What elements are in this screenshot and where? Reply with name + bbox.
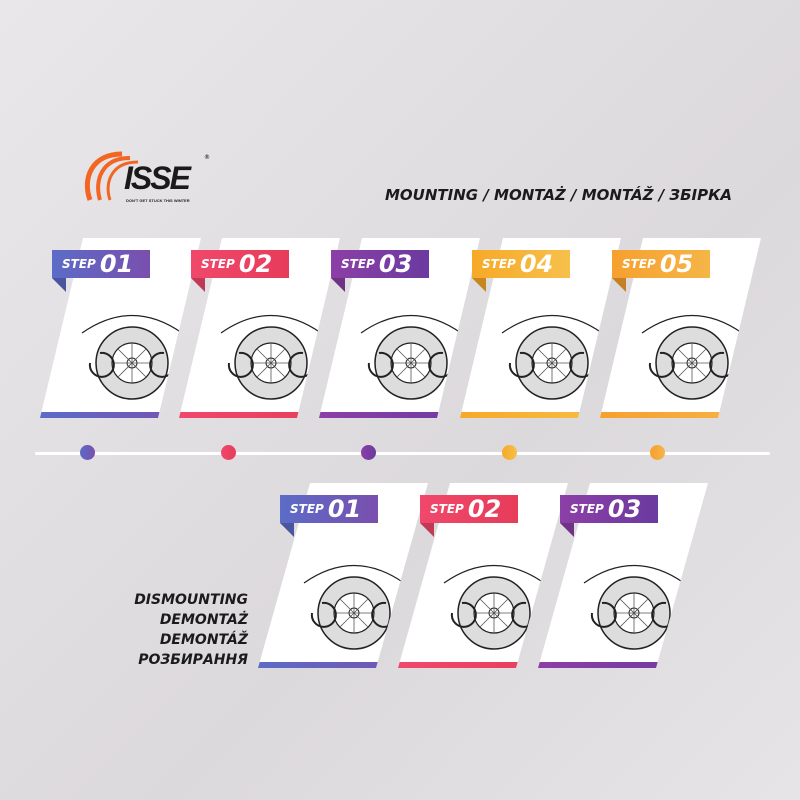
step-label: STEP — [290, 502, 324, 516]
mounting-step-banner-1: STEP 01 — [52, 250, 150, 278]
step-number: 01 — [327, 495, 362, 523]
wheel-illustration — [641, 315, 742, 400]
step-number: 04 — [519, 250, 554, 278]
mounting-step-banner-2: STEP 02 — [191, 250, 289, 278]
banner-fold — [612, 278, 626, 292]
dismounting-step-banner-1: STEP 01 — [280, 495, 378, 523]
card-bar — [600, 412, 761, 418]
isse-logo: ISSE ® DON'T GET STUCK THIS WINTER — [82, 148, 212, 208]
timeline-dot-5 — [650, 445, 665, 460]
logo-wordmark: ISSE — [124, 160, 191, 196]
logo-tagline: DON'T GET STUCK THIS WINTER — [126, 198, 190, 203]
step-label: STEP — [570, 502, 604, 516]
step-label: STEP — [62, 257, 96, 271]
dismounting-pl: DEMONTAŻ — [159, 612, 248, 628]
timeline-dot-1 — [80, 445, 95, 460]
card-bar — [538, 662, 708, 668]
mounting-step-banner-5: STEP 05 — [612, 250, 710, 278]
step-number: 03 — [607, 495, 642, 523]
timeline — [35, 452, 770, 455]
card-bar — [179, 412, 340, 418]
banner-fold — [191, 278, 205, 292]
wheel-illustration — [303, 565, 405, 650]
step-number: 03 — [378, 250, 413, 278]
step-number: 01 — [99, 250, 134, 278]
card-bar — [398, 662, 568, 668]
wheel-illustration — [501, 315, 602, 400]
dismounting-en: DISMOUNTING — [134, 592, 248, 608]
dismounting-step-banner-3: STEP 03 — [560, 495, 658, 523]
banner-fold — [52, 278, 66, 292]
timeline-dot-2 — [221, 445, 236, 460]
dismounting-ua: РОЗБИРАННЯ — [138, 652, 248, 668]
timeline-dot-3 — [361, 445, 376, 460]
wheel-illustration — [220, 315, 321, 400]
step-number: 02 — [467, 495, 502, 523]
step-label: STEP — [622, 257, 656, 271]
dismounting-cz: DEMONTÁŽ — [159, 632, 248, 648]
wheel-illustration — [583, 565, 685, 650]
step-label: STEP — [430, 502, 464, 516]
dismounting-title: DISMOUNTING DEMONTAŻ DEMONTÁŽ РОЗБИРАННЯ — [60, 590, 248, 670]
card-bar — [319, 412, 480, 418]
registered-mark: ® — [204, 154, 210, 161]
wheel-illustration — [360, 315, 461, 400]
step-label: STEP — [341, 257, 375, 271]
card-bar — [258, 662, 428, 668]
mounting-step-banner-3: STEP 03 — [331, 250, 429, 278]
step-label: STEP — [482, 257, 516, 271]
step-number: 02 — [238, 250, 273, 278]
wheel-illustration — [81, 315, 182, 400]
banner-fold — [560, 523, 574, 537]
dismounting-step-banner-2: STEP 02 — [420, 495, 518, 523]
tire-swoosh-icon — [84, 151, 139, 201]
banner-fold — [472, 278, 486, 292]
card-bar — [40, 412, 201, 418]
banner-fold — [331, 278, 345, 292]
timeline-dot-4 — [502, 445, 517, 460]
mounting-title: MOUNTING / MONTAŻ / MONTÁŽ / ЗБІРКА — [385, 186, 732, 204]
card-bar — [460, 412, 621, 418]
mounting-step-banner-4: STEP 04 — [472, 250, 570, 278]
wheel-illustration — [443, 565, 545, 650]
step-number: 05 — [659, 250, 694, 278]
step-label: STEP — [201, 257, 235, 271]
banner-fold — [420, 523, 434, 537]
banner-fold — [280, 523, 294, 537]
